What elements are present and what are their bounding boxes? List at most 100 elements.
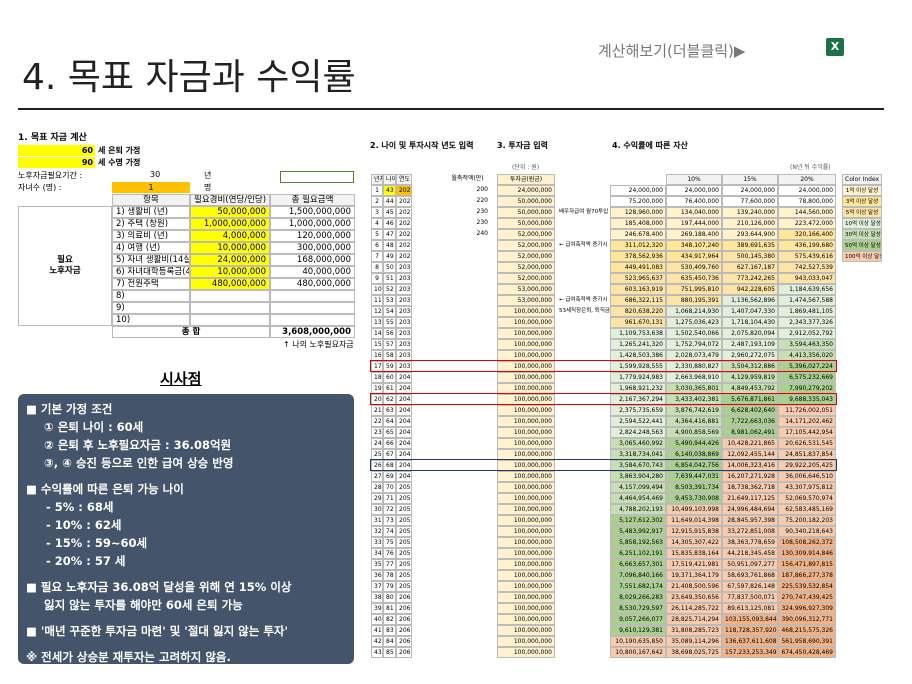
table-cell: 5,490,944,426 bbox=[666, 438, 722, 449]
table-cell: 34 bbox=[371, 548, 383, 559]
table-cell: 100,000,000 bbox=[497, 328, 555, 339]
table-cell: 79 bbox=[383, 581, 396, 592]
table-header: 15% bbox=[722, 174, 778, 185]
table-header: Color Index bbox=[842, 174, 882, 185]
table-cell: 72 bbox=[383, 504, 396, 515]
table-cell: 961,670,131 bbox=[610, 317, 666, 328]
excel-icon[interactable]: X bbox=[826, 38, 844, 56]
table-cell: 37 bbox=[371, 581, 383, 592]
summary-box: ■ 기본 가정 조건 ① 은퇴 나이 : 60세 ② 은퇴 후 노후필요자금 : 3… bbox=[18, 394, 354, 664]
table-cell: 56 bbox=[383, 328, 396, 339]
goal-item: 2) 주택 (창원) bbox=[112, 218, 190, 230]
table-cell: 24,000,000 bbox=[722, 185, 778, 196]
table-cell: 78 bbox=[383, 570, 396, 581]
table-cell: 75,200,000 bbox=[610, 196, 666, 207]
table-cell: 15,835,838,164 bbox=[666, 548, 722, 559]
table-cell: 4,900,858,569 bbox=[666, 427, 722, 438]
table-cell: 10,428,221,865 bbox=[722, 438, 778, 449]
table-cell: 77,837,500,071 bbox=[722, 592, 778, 603]
color-index: 100억 이상 달성 bbox=[842, 251, 882, 262]
table-cell: 31 bbox=[371, 515, 383, 526]
summary-line: ② 은퇴 후 노후필요자금 : 36.08억원 bbox=[44, 438, 232, 452]
table-cell: 1,068,214,930 bbox=[666, 306, 722, 317]
table-cell: 100,000,000 bbox=[497, 438, 555, 449]
table-cell: 53,000,000 bbox=[497, 284, 555, 295]
table-cell: 156,471,897,815 bbox=[778, 559, 836, 570]
table-cell: 28,845,957,398 bbox=[722, 515, 778, 526]
table-cell: 84 bbox=[383, 636, 396, 647]
goal-header: 항목 bbox=[112, 194, 190, 206]
retire-age: 60 bbox=[18, 145, 95, 156]
table-cell: 2044 bbox=[396, 416, 412, 427]
goal-header: 총 필요금액 bbox=[270, 194, 355, 206]
table-cell: 2,487,193,109 bbox=[722, 339, 778, 350]
table-cell: 23 bbox=[371, 427, 383, 438]
goal-title: 1. 목표 자금 계산 bbox=[18, 133, 87, 143]
table-cell: 4,464,954,469 bbox=[610, 493, 666, 504]
table-cell: 8,503,391,734 bbox=[666, 482, 722, 493]
table-cell: 100,000,000 bbox=[497, 471, 555, 482]
table-cell: 130,309,914,846 bbox=[778, 548, 836, 559]
table-cell: 2037 bbox=[396, 339, 412, 350]
children-unit: 명 bbox=[204, 183, 212, 192]
table-cell: 1,275,036,423 bbox=[666, 317, 722, 328]
table-header: 10% bbox=[666, 174, 722, 185]
period-label: 노후자금필요기간 : bbox=[18, 171, 83, 180]
table-cell: 200 bbox=[445, 185, 490, 196]
color-index: 1억 이상 달성 bbox=[842, 185, 882, 196]
table-cell: 5,483,992,917 bbox=[610, 526, 666, 537]
goal-item: 8) bbox=[112, 290, 190, 302]
table-cell: 32 bbox=[371, 526, 383, 537]
table-cell: 53세직장은퇴, 퇴직금 투입 bbox=[557, 306, 610, 317]
table-cell: 38,363,778,659 bbox=[722, 537, 778, 548]
table-cell: 52 bbox=[383, 284, 396, 295]
table-cell: 246,678,400 bbox=[610, 229, 666, 240]
table-cell: 3,065,460,992 bbox=[610, 438, 666, 449]
page-title: 4. 목표 자금과 수익률 bbox=[22, 57, 356, 98]
table-cell: 35 bbox=[371, 559, 383, 570]
table-cell: 210,126,000 bbox=[722, 218, 778, 229]
table-cell: 100,000,000 bbox=[497, 504, 555, 515]
table-cell: 1,136,562,896 bbox=[722, 295, 778, 306]
summary-line: - 20% : 57 세 bbox=[46, 554, 126, 568]
table-cell: 8,029,266,283 bbox=[610, 592, 666, 603]
table-cell: 100,000,000 bbox=[497, 559, 555, 570]
table-cell: 2058 bbox=[396, 570, 412, 581]
table-cell: 100,000,000 bbox=[497, 537, 555, 548]
summary-line: ■ 필요 노후자금 36.08억 달성을 위해 연 15% 이상 bbox=[26, 580, 292, 594]
table-cell: 942,228,605 bbox=[722, 284, 778, 295]
table-cell: 2040 bbox=[396, 372, 412, 383]
table-cell: 100,000,000 bbox=[497, 427, 555, 438]
table-cell: 449,491,083 bbox=[610, 262, 666, 273]
table-cell: 575,439,616 bbox=[778, 251, 836, 262]
table-cell: 2,343,377,326 bbox=[778, 317, 836, 328]
table-cell: 100,000,000 bbox=[497, 636, 555, 647]
table-cell: 157,233,253,349 bbox=[722, 647, 778, 658]
table-cell: 62,583,485,169 bbox=[778, 504, 836, 515]
table-cell: 2065 bbox=[396, 647, 412, 658]
table-cell: 24,000,000 bbox=[497, 185, 555, 196]
table-cell: 70 bbox=[383, 482, 396, 493]
table-cell: 880,195,391 bbox=[666, 295, 722, 306]
title-rule bbox=[18, 108, 884, 110]
table-cell: 223,472,000 bbox=[778, 218, 836, 229]
table-cell: 100,000,000 bbox=[497, 405, 555, 416]
table-cell: 64 bbox=[383, 416, 396, 427]
table-cell: 16,207,271,928 bbox=[722, 471, 778, 482]
calc-link[interactable]: 계산해보기(더블클릭)▶ bbox=[598, 42, 746, 60]
summary-line: - 5% : 68세 bbox=[46, 500, 114, 514]
table-cell: 1,407,047,330 bbox=[722, 306, 778, 317]
color-index: 30억 이상 달성 bbox=[842, 229, 882, 240]
table-cell: 55 bbox=[383, 317, 396, 328]
table-cell: 36,006,646,510 bbox=[778, 471, 836, 482]
goal-item: 4) 여행 (년) bbox=[112, 242, 190, 254]
table-cell: ← 급여축적액 증가시 수정 bbox=[557, 240, 610, 251]
table-cell: 71 bbox=[383, 493, 396, 504]
table-header: 나이 bbox=[383, 174, 396, 185]
children-label: 자녀수 (명) : bbox=[18, 183, 62, 192]
